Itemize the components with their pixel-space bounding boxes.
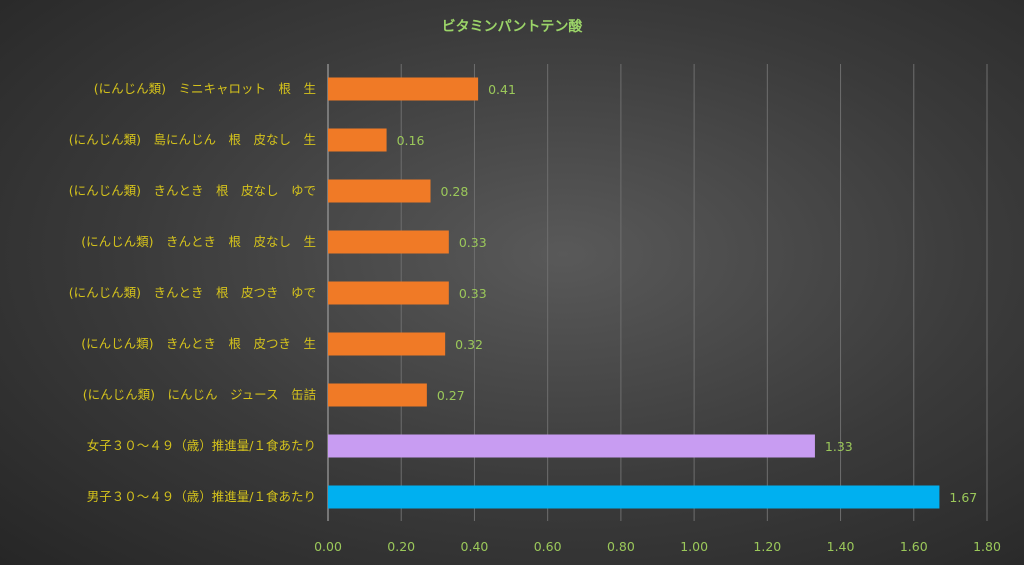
- value-labels: 0.41 0.16 0.28 0.33 0.33 0.32 0.27 1.33 1.67: [397, 82, 978, 505]
- x-tick-label: 0.00: [314, 539, 342, 554]
- x-tick-label: 0.40: [461, 539, 489, 554]
- x-tick-label: 1.60: [900, 539, 928, 554]
- bar: [328, 281, 449, 305]
- bar: [328, 332, 446, 356]
- category-label: (にんじん類) ミニキャロット 根 生: [94, 81, 316, 96]
- value-label: 0.33: [459, 235, 487, 250]
- x-tick-label: 1.00: [680, 539, 708, 554]
- category-label: (にんじん類) きんとき 根 皮つき 生: [81, 336, 316, 351]
- bars: [328, 77, 940, 509]
- category-label: (にんじん類) きんとき 根 皮なし ゆで: [69, 183, 316, 198]
- value-label: 0.33: [459, 286, 487, 301]
- x-tick-label: 0.20: [387, 539, 415, 554]
- x-tick-label: 1.20: [753, 539, 781, 554]
- value-label: 0.27: [437, 388, 465, 403]
- value-label: 1.33: [825, 439, 853, 454]
- category-labels: (にんじん類) ミニキャロット 根 生 (にんじん類) 島にんじん 根 皮なし 生…: [69, 81, 316, 504]
- category-label: 男子３０～４９（歳）推進量/１食あたり: [87, 489, 316, 504]
- value-label: 0.28: [441, 184, 469, 199]
- bar: [328, 77, 479, 101]
- bar: [328, 179, 431, 203]
- category-label: (にんじん類) にんじん ジュース 缶詰: [83, 387, 316, 402]
- x-tick-label: 1.80: [973, 539, 1001, 554]
- bar: [328, 434, 815, 458]
- value-label: 0.41: [488, 82, 516, 97]
- x-tick-labels: 0.00 0.20 0.40 0.60 0.80 1.00 1.20 1.40 1.60 1.80: [314, 539, 1001, 554]
- x-tick-label: 0.80: [607, 539, 635, 554]
- category-label: (にんじん類) きんとき 根 皮なし 生: [81, 234, 316, 249]
- bar: [328, 383, 427, 407]
- gridlines: [327, 64, 988, 521]
- value-label: 0.16: [397, 133, 425, 148]
- x-tick-label: 1.40: [827, 539, 855, 554]
- bar: [328, 230, 449, 254]
- bar: [328, 128, 387, 152]
- chart-title: ビタミンパントテン酸: [442, 18, 584, 35]
- value-label: 1.67: [949, 490, 977, 505]
- bar: [328, 485, 940, 509]
- value-label: 0.32: [455, 337, 483, 352]
- category-label: (にんじん類) きんとき 根 皮つき ゆで: [69, 285, 316, 300]
- category-label: (にんじん類) 島にんじん 根 皮なし 生: [69, 132, 316, 147]
- x-tick-label: 0.60: [534, 539, 562, 554]
- category-label: 女子３０～４９（歳）推進量/１食あたり: [87, 438, 316, 453]
